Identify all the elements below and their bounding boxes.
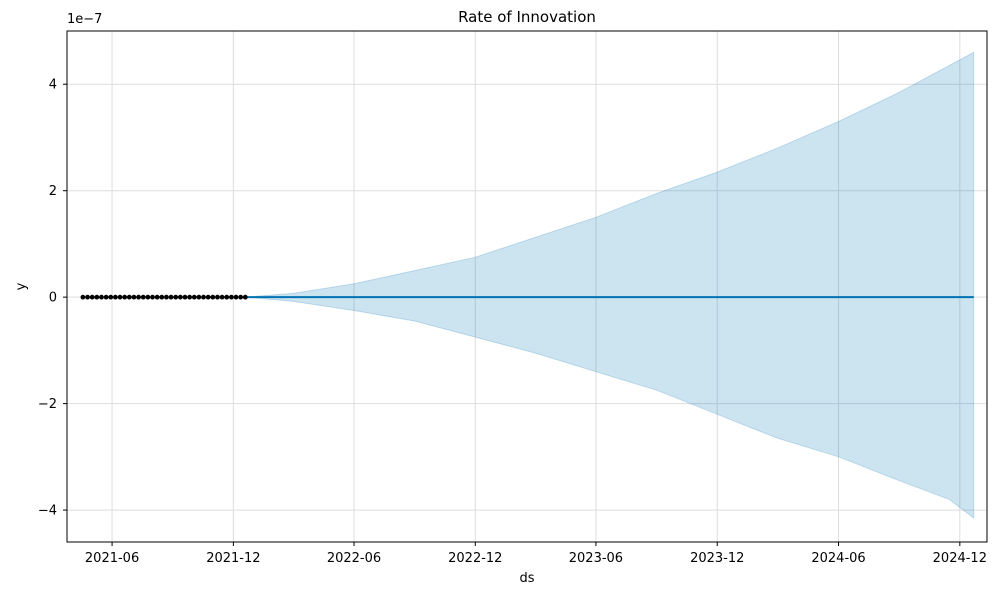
observed-point bbox=[145, 294, 151, 300]
observed-points-layer bbox=[80, 294, 248, 300]
x-tick-label: 2023-12 bbox=[690, 551, 744, 566]
y-tick-label: 4 bbox=[49, 78, 57, 93]
x-tick-label: 2021-06 bbox=[85, 551, 139, 566]
observed-point bbox=[131, 294, 137, 300]
ticks: 2021-06 2021-12 2022-06 2022-12 2023-06 2023-… bbox=[38, 78, 987, 566]
x-axis-label: ds bbox=[519, 571, 534, 586]
uncertainty-band-layer bbox=[245, 51, 975, 520]
observed-point bbox=[94, 294, 100, 300]
observed-point bbox=[89, 294, 95, 300]
y-tick-label: 2 bbox=[49, 184, 57, 199]
x-tick-label: 2023-06 bbox=[569, 551, 623, 566]
observed-point bbox=[233, 294, 239, 300]
observed-point bbox=[215, 294, 220, 300]
chart-title: Rate of Innovation bbox=[458, 8, 596, 26]
observed-point bbox=[164, 294, 169, 300]
observed-point bbox=[210, 294, 216, 300]
observed-point bbox=[140, 294, 146, 300]
y-tick-label: 0 bbox=[49, 291, 57, 306]
y-tick-label: −2 bbox=[38, 397, 57, 412]
observed-point bbox=[182, 294, 188, 300]
x-tick-label: 2024-06 bbox=[811, 551, 865, 566]
observed-point bbox=[112, 294, 118, 300]
observed-point bbox=[219, 294, 225, 300]
observed-point bbox=[242, 294, 248, 300]
observed-point bbox=[99, 294, 104, 300]
plot-frame bbox=[66, 30, 988, 543]
observed-point bbox=[117, 294, 123, 300]
observed-point bbox=[154, 294, 160, 300]
observed-point bbox=[159, 294, 165, 300]
y-tick-label: −4 bbox=[38, 504, 57, 519]
x-tick-label: 2022-12 bbox=[448, 551, 502, 566]
observed-point bbox=[196, 294, 202, 300]
observed-point bbox=[238, 294, 244, 300]
observed-point bbox=[224, 294, 230, 300]
observed-point bbox=[85, 294, 90, 300]
observed-point bbox=[103, 294, 109, 300]
observed-point bbox=[168, 294, 174, 300]
x-tick-label: 2021-12 bbox=[206, 551, 260, 566]
observed-point bbox=[177, 294, 183, 300]
uncertainty-band bbox=[245, 51, 975, 520]
x-tick-label: 2022-06 bbox=[327, 551, 381, 566]
observed-point bbox=[187, 294, 193, 300]
x-tick-label: 2024-12 bbox=[933, 551, 987, 566]
observed-point bbox=[201, 294, 206, 300]
observed-point bbox=[205, 294, 211, 300]
observed-point bbox=[126, 294, 132, 300]
observed-point bbox=[136, 294, 141, 300]
observed-point bbox=[122, 294, 128, 300]
observed-point bbox=[228, 294, 234, 300]
observed-point bbox=[191, 294, 197, 300]
observed-point bbox=[80, 294, 86, 300]
observed-point bbox=[150, 294, 155, 300]
observed-point bbox=[173, 294, 179, 300]
y-axis-offset-label: 1e−7 bbox=[67, 12, 102, 27]
y-axis-label: y bbox=[14, 282, 29, 290]
observed-point bbox=[108, 294, 114, 300]
